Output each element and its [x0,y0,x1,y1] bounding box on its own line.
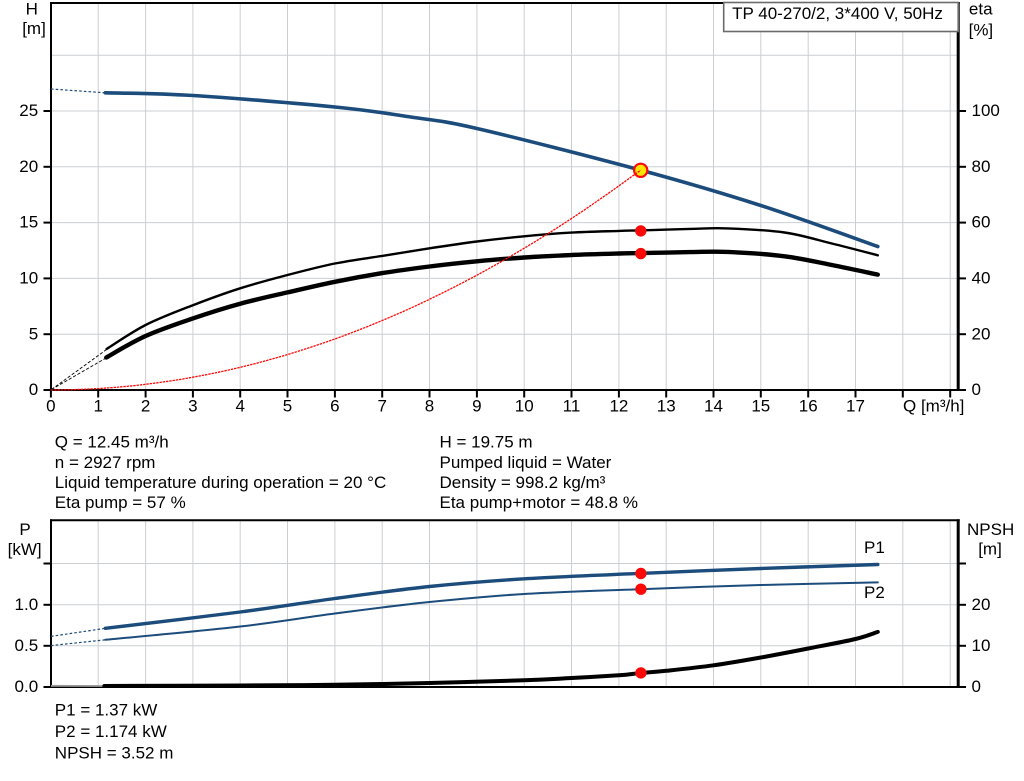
svg-text:Eta pump+motor = 48.8 %: Eta pump+motor = 48.8 % [440,493,638,512]
svg-text:15: 15 [751,397,770,416]
svg-text:[%]: [%] [969,20,994,39]
svg-text:20: 20 [19,157,38,176]
svg-text:Q = 12.45 m³/h: Q = 12.45 m³/h [55,432,169,451]
svg-text:n = 2927 rpm: n = 2927 rpm [55,453,156,472]
svg-text:60: 60 [972,213,991,232]
svg-text:6: 6 [330,397,339,416]
svg-text:3: 3 [188,397,197,416]
svg-text:Liquid temperature during oper: Liquid temperature during operation = 20… [55,473,386,492]
svg-text:14: 14 [704,397,723,416]
svg-text:10: 10 [19,269,38,288]
svg-text:40: 40 [972,269,991,288]
svg-text:10: 10 [515,397,534,416]
svg-text:NPSH: NPSH [967,520,1014,539]
svg-text:eta: eta [969,0,993,18]
svg-text:8: 8 [425,397,434,416]
svg-text:9: 9 [472,397,481,416]
svg-text:10: 10 [972,636,991,655]
svg-text:5: 5 [29,324,38,343]
svg-text:Density = 998.2 kg/m³: Density = 998.2 kg/m³ [440,473,606,492]
svg-text:0: 0 [972,380,981,399]
svg-text:P2: P2 [864,583,885,602]
svg-text:12: 12 [609,397,628,416]
svg-text:7: 7 [377,397,386,416]
svg-text:TP 40-270/2, 3*400 V, 50Hz: TP 40-270/2, 3*400 V, 50Hz [732,4,943,23]
svg-text:16: 16 [799,397,818,416]
svg-text:20: 20 [972,595,991,614]
svg-text:15: 15 [19,213,38,232]
svg-text:NPSH = 3.52 m: NPSH = 3.52 m [55,744,174,763]
svg-text:P2 = 1.174 kW: P2 = 1.174 kW [55,722,167,741]
svg-text:25: 25 [19,101,38,120]
svg-text:5: 5 [283,397,292,416]
svg-text:[kW]: [kW] [8,540,42,559]
svg-text:Eta pump = 57 %: Eta pump = 57 % [55,493,186,512]
svg-text:4: 4 [235,397,244,416]
svg-text:100: 100 [972,101,1000,120]
svg-text:[m]: [m] [978,540,1002,559]
svg-text:Pumped liquid = Water: Pumped liquid = Water [440,453,612,472]
svg-text:2: 2 [141,397,150,416]
svg-text:1.0: 1.0 [15,595,39,614]
svg-text:0: 0 [972,677,981,696]
svg-text:P1: P1 [864,538,885,557]
svg-text:H: H [26,0,38,18]
svg-text:0: 0 [29,380,38,399]
svg-text:0.5: 0.5 [15,636,39,655]
svg-text:17: 17 [846,397,865,416]
svg-text:P: P [19,520,30,539]
svg-text:P1 = 1.37 kW: P1 = 1.37 kW [55,701,158,720]
svg-text:0: 0 [46,397,55,416]
svg-text:[m]: [m] [22,19,46,38]
svg-text:0.0: 0.0 [15,677,39,696]
svg-text:11: 11 [563,397,581,416]
svg-text:Q [m³/h]: Q [m³/h] [903,397,964,416]
svg-text:20: 20 [972,324,991,343]
svg-text:H = 19.75 m: H = 19.75 m [440,432,533,451]
svg-text:1: 1 [93,397,102,416]
svg-text:13: 13 [657,397,676,416]
svg-text:80: 80 [972,157,991,176]
